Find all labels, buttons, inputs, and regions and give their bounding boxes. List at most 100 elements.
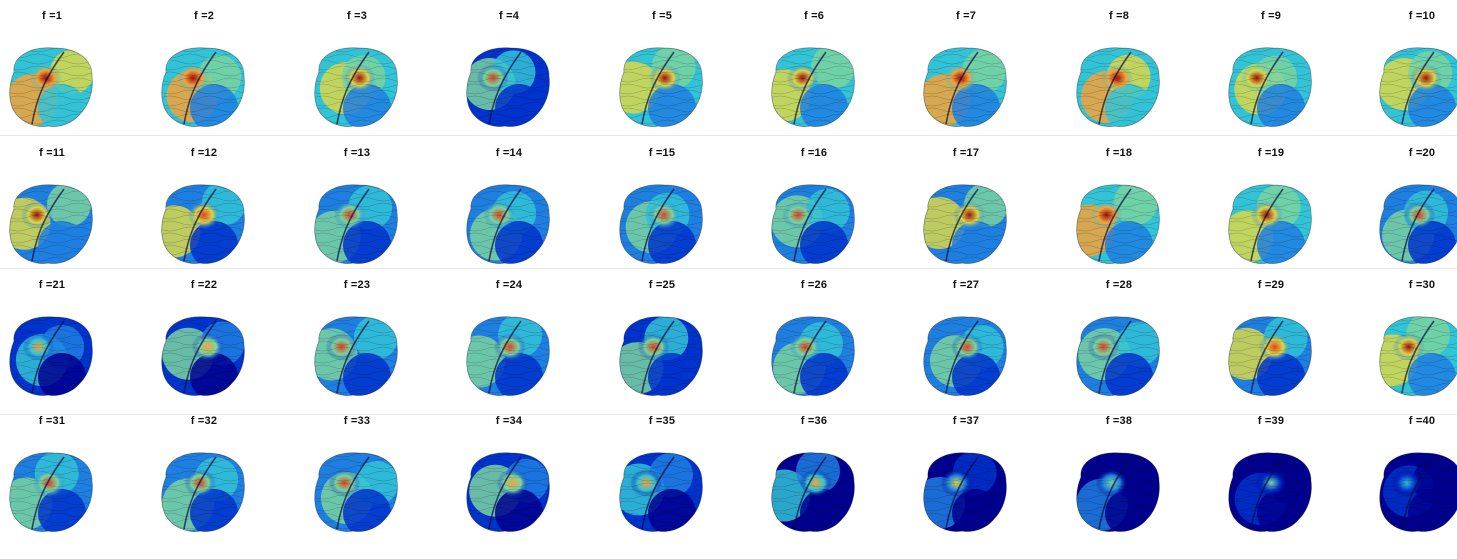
brain-surface-image [1228, 47, 1312, 127]
frame-label: f =13 [343, 147, 371, 159]
brain-frame: f =39 [1219, 405, 1359, 540]
frame-label: f =23 [343, 279, 371, 291]
frame-label: f =2 [193, 10, 215, 22]
brain-surface-image [923, 47, 1007, 127]
brain-surface-image [1076, 316, 1160, 396]
frame-label: f =10 [1408, 10, 1436, 22]
brain-frame: f =12 [152, 137, 292, 272]
frame-label: f =4 [498, 10, 520, 22]
brain-frame: f =4 [457, 0, 597, 135]
brain-frame: f =26 [762, 269, 902, 404]
frame-label: f =26 [800, 279, 828, 291]
brain-surface-image [314, 47, 398, 127]
frame-label: f =20 [1408, 147, 1436, 159]
frame-label: f =1 [41, 10, 63, 22]
brain-frame: f =18 [1067, 137, 1207, 272]
frame-label: f =9 [1260, 10, 1282, 22]
brain-surface-image [466, 316, 550, 396]
frame-label: f =35 [648, 415, 676, 427]
brain-surface-image [9, 47, 93, 127]
brain-surface-image [466, 452, 550, 532]
frame-label: f =19 [1257, 147, 1285, 159]
brain-surface-image [466, 47, 550, 127]
brain-frame: f =2 [152, 0, 292, 135]
brain-frame: f =33 [305, 405, 445, 540]
frame-label: f =25 [648, 279, 676, 291]
brain-surface-image [1379, 452, 1457, 532]
brain-surface-image [314, 316, 398, 396]
frame-label: f =24 [495, 279, 523, 291]
frame-label: f =38 [1105, 415, 1133, 427]
brain-frame: f =38 [1067, 405, 1207, 540]
brain-surface-image [619, 316, 703, 396]
brain-frame: f =14 [457, 137, 597, 272]
brain-frame: f =15 [610, 137, 750, 272]
brain-frame: f =10 [1370, 0, 1457, 135]
frame-label: f =39 [1257, 415, 1285, 427]
brain-surface-image [923, 316, 1007, 396]
frame-label: f =34 [495, 415, 523, 427]
brain-surface-image [1076, 184, 1160, 264]
frame-label: f =16 [800, 147, 828, 159]
brain-surface-image [1379, 316, 1457, 396]
brain-surface-image [1228, 184, 1312, 264]
brain-surface-image [1379, 47, 1457, 127]
brain-surface-image [619, 452, 703, 532]
brain-surface-image [771, 47, 855, 127]
brain-surface-image [619, 47, 703, 127]
brain-frame: f =8 [1067, 0, 1207, 135]
brain-frame: f =25 [610, 269, 750, 404]
brain-frame: f =9 [1219, 0, 1359, 135]
brain-frame: f =34 [457, 405, 597, 540]
brain-frame: f =1 [0, 0, 140, 135]
brain-surface-image [923, 452, 1007, 532]
brain-surface-image [619, 184, 703, 264]
brain-frame: f =40 [1370, 405, 1457, 540]
row-divider [0, 414, 1457, 415]
frame-label: f =29 [1257, 279, 1285, 291]
brain-surface-image [1076, 452, 1160, 532]
brain-frame: f =19 [1219, 137, 1359, 272]
brain-frame: f =29 [1219, 269, 1359, 404]
brain-frame: f =11 [0, 137, 140, 272]
brain-frame: f =35 [610, 405, 750, 540]
brain-frame: f =20 [1370, 137, 1457, 272]
brain-surface-image [1379, 184, 1457, 264]
frame-label: f =17 [952, 147, 980, 159]
row-divider [0, 268, 1457, 269]
frame-label: f =11 [39, 147, 65, 159]
frame-label: f =33 [343, 415, 371, 427]
brain-frame: f =7 [914, 0, 1054, 135]
frame-label: f =22 [190, 279, 218, 291]
brain-surface-image [771, 316, 855, 396]
frame-label: f =12 [190, 147, 218, 159]
brain-frame: f =22 [152, 269, 292, 404]
brain-frame: f =21 [0, 269, 140, 404]
brain-frame: f =24 [457, 269, 597, 404]
frame-label: f =40 [1408, 415, 1436, 427]
brain-surface-image [1228, 452, 1312, 532]
frame-label: f =21 [38, 279, 66, 291]
brain-frame: f =3 [305, 0, 445, 135]
brain-surface-image [923, 184, 1007, 264]
brain-surface-image [161, 316, 245, 396]
brain-frame: f =6 [762, 0, 902, 135]
brain-surface-image [1076, 47, 1160, 127]
brain-frame: f =13 [305, 137, 445, 272]
brain-frame: f =32 [152, 405, 292, 540]
brain-frame: f =17 [914, 137, 1054, 272]
brain-surface-image [9, 316, 93, 396]
frame-label: f =27 [952, 279, 980, 291]
brain-surface-image [314, 184, 398, 264]
frame-label: f =15 [648, 147, 676, 159]
brain-frame: f =5 [610, 0, 750, 135]
frame-label: f =28 [1105, 279, 1133, 291]
frame-label: f =18 [1105, 147, 1133, 159]
frame-label: f =7 [955, 10, 977, 22]
brain-surface-image [9, 452, 93, 532]
frame-label: f =36 [800, 415, 828, 427]
frame-label: f =6 [803, 10, 825, 22]
frame-label: f =5 [651, 10, 673, 22]
row-divider [0, 135, 1457, 136]
